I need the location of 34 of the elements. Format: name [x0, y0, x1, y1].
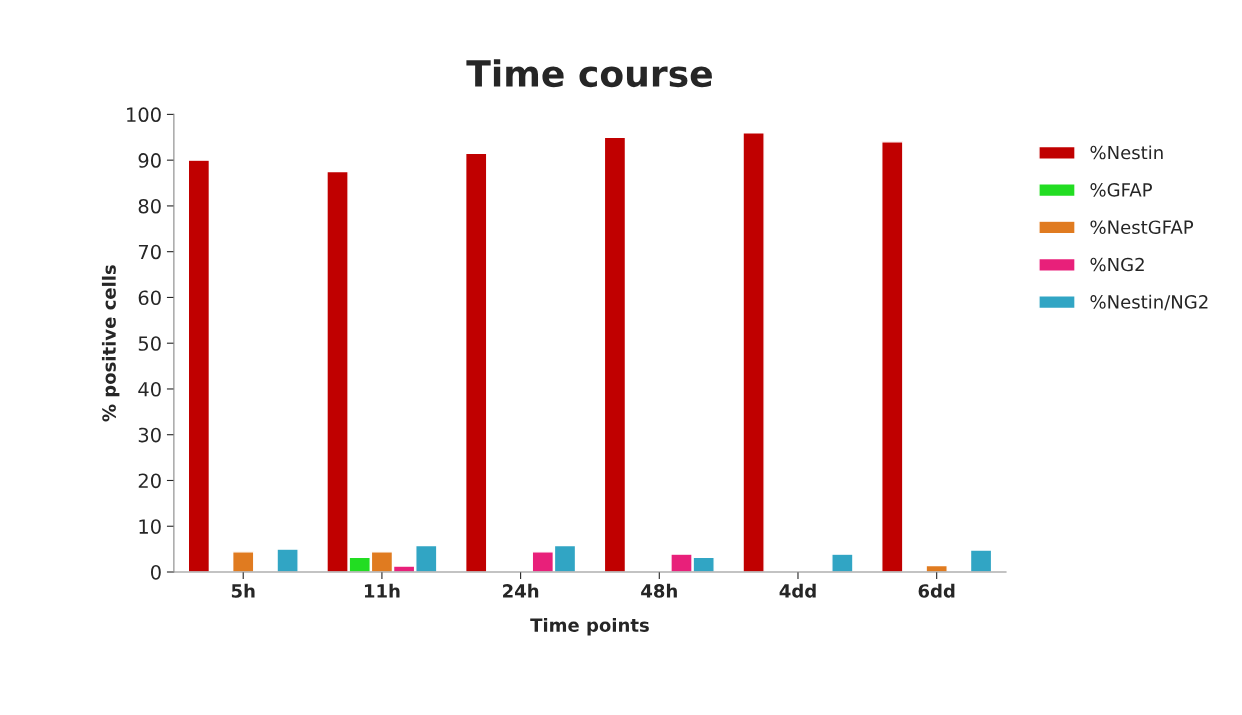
y-tick-label: 80 [138, 198, 161, 214]
y-tick-label: 100 [127, 107, 161, 123]
x-tick-label: 48h [641, 583, 677, 598]
bar [831, 553, 854, 572]
bar [969, 549, 993, 572]
legend-label: %Nestin/NG2 [1090, 294, 1208, 311]
bar [742, 132, 765, 572]
x-tick-label: 4dd [779, 583, 816, 598]
bar [276, 548, 299, 572]
y-axis-title: % positive cells [101, 265, 120, 422]
bar [603, 136, 627, 572]
x-tick-label: 11h [364, 583, 400, 598]
y-tick-label: 20 [138, 473, 161, 489]
y-tick-label: 0 [150, 564, 161, 580]
x-axis-title: Time points [530, 617, 649, 636]
legend-label: %NestGFAP [1090, 220, 1194, 235]
y-tick-label: 10 [139, 519, 161, 534]
y-tick-label: 90 [138, 153, 161, 168]
x-tick-label: 5h [231, 583, 255, 598]
y-tick-label: 40 [138, 381, 161, 397]
chart-title: Time course [466, 59, 712, 88]
y-tick-label: 50 [138, 336, 161, 351]
legend-label: %GFAP [1090, 183, 1152, 197]
bar [464, 152, 488, 572]
y-tick-label: 70 [138, 244, 161, 260]
bar [187, 159, 211, 572]
legend-label: %NG2 [1090, 257, 1144, 272]
x-tick-label: 6dd [918, 583, 955, 598]
legend-label: %Nestin [1090, 145, 1163, 160]
y-tick-label: 30 [138, 427, 161, 443]
bar [231, 551, 255, 572]
bar [881, 141, 904, 572]
y-tick-label: 60 [138, 290, 161, 306]
x-tick-label: 24h [503, 583, 539, 598]
